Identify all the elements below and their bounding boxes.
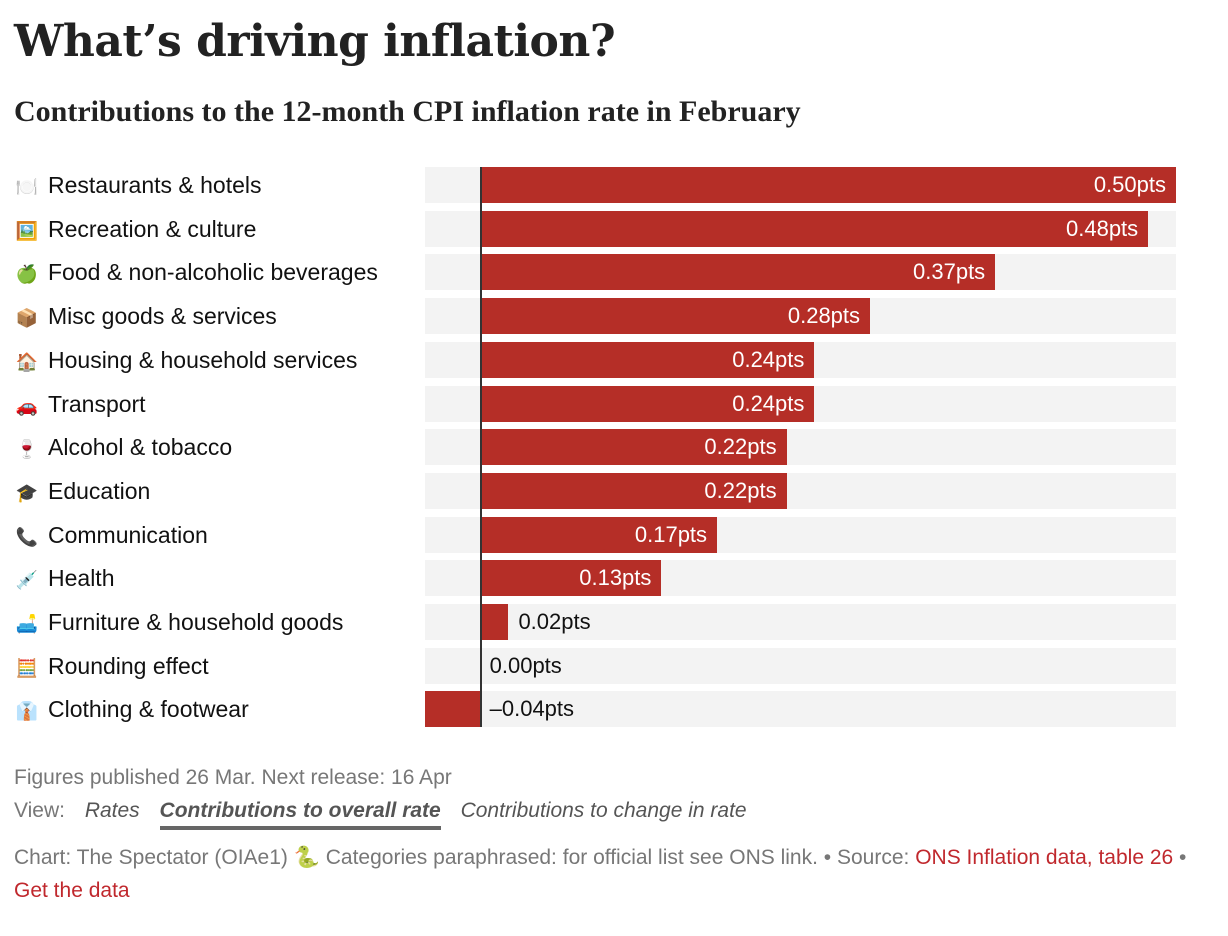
view-option-contributions-change[interactable]: Contributions to change in rate bbox=[460, 799, 747, 822]
bar[interactable] bbox=[480, 341, 815, 378]
zero-axis-line bbox=[479, 167, 482, 728]
categories-note: Categories paraphrased: for official lis… bbox=[325, 846, 832, 869]
category-name: Communication bbox=[48, 521, 208, 548]
get-data-link[interactable]: Get the data bbox=[14, 879, 130, 902]
car-icon: 🚗 bbox=[15, 395, 39, 416]
graduation-cap-icon: 🎓 bbox=[15, 482, 39, 503]
category-name: Food & non-alcoholic beverages bbox=[48, 259, 378, 286]
category-label: 💉 Health bbox=[14, 560, 115, 596]
bar[interactable] bbox=[480, 516, 718, 553]
abacus-icon: 🧮 bbox=[15, 657, 39, 678]
value-label: 0.28pts bbox=[787, 303, 861, 329]
source-link[interactable]: ONS Inflation data, table 26 bbox=[915, 846, 1174, 869]
shirt-tie-icon: 👔 bbox=[15, 701, 39, 722]
value-label: 0.13pts bbox=[579, 565, 652, 591]
category-name: Housing & household services bbox=[48, 346, 358, 373]
syringe-icon: 💉 bbox=[15, 570, 39, 591]
value-label: 0.37pts bbox=[913, 259, 986, 285]
green-apple-icon: 🍏 bbox=[15, 264, 39, 285]
bar[interactable] bbox=[480, 604, 509, 640]
category-name: Rounding effect bbox=[48, 652, 209, 679]
publication-note: Figures published 26 Mar. Next release: … bbox=[14, 766, 452, 789]
value-label: 0.22pts bbox=[704, 477, 777, 503]
value-label: 0.48pts bbox=[1066, 215, 1139, 241]
bar[interactable] bbox=[480, 254, 996, 291]
view-option-contributions-overall[interactable]: Contributions to overall rate bbox=[159, 799, 441, 830]
category-name: Transport bbox=[48, 390, 146, 417]
credit-text: Chart: The Spectator (OIAe1) bbox=[14, 846, 288, 869]
package-icon: 📦 bbox=[15, 308, 39, 329]
category-label: 📞 Communication bbox=[14, 517, 208, 553]
category-label: 🍽️ Restaurants & hotels bbox=[14, 167, 262, 203]
wine-glass-icon: 🍷 bbox=[15, 439, 39, 460]
category-name: Education bbox=[48, 477, 151, 504]
bar[interactable] bbox=[480, 429, 787, 466]
category-name: Alcohol & tobacco bbox=[48, 434, 233, 461]
chart-subtitle: Contributions to the 12-month CPI inflat… bbox=[14, 95, 801, 128]
category-label: 🎓 Education bbox=[14, 473, 151, 509]
category-label: 🧮 Rounding effect bbox=[14, 648, 209, 684]
chart-credits: Chart: The Spectator (OIAe1) 🐍 Categorie… bbox=[14, 841, 1194, 907]
category-label: 🍷 Alcohol & tobacco bbox=[14, 429, 232, 465]
value-label: 0.24pts bbox=[732, 390, 805, 416]
category-label: 👔 Clothing & footwear bbox=[14, 691, 249, 727]
bar-track bbox=[425, 691, 1176, 728]
bar[interactable] bbox=[480, 298, 871, 335]
view-switcher: View: Rates Contributions to overall rat… bbox=[14, 799, 747, 830]
house-icon: 🏠 bbox=[15, 351, 39, 372]
value-label: 0.22pts bbox=[704, 434, 777, 460]
value-label: 0.02pts bbox=[518, 609, 591, 634]
value-label: 0.00pts bbox=[489, 652, 562, 678]
value-label: –0.04pts bbox=[489, 696, 575, 722]
category-name: Clothing & footwear bbox=[48, 696, 249, 723]
snake-icon: 🐍 bbox=[293, 846, 320, 869]
value-label: 0.17pts bbox=[634, 521, 708, 547]
framed-picture-icon: 🖼️ bbox=[15, 220, 39, 241]
bar-track bbox=[425, 647, 1176, 684]
bar-track bbox=[425, 604, 1176, 640]
bar[interactable] bbox=[480, 210, 1149, 247]
category-name: Misc goods & services bbox=[48, 303, 277, 330]
category-label: 🖼️ Recreation & culture bbox=[14, 211, 257, 247]
bar[interactable] bbox=[480, 560, 662, 597]
category-label: 🛋️ Furniture & household goods bbox=[14, 604, 344, 640]
bar[interactable] bbox=[480, 385, 815, 422]
category-label: 🚗 Transport bbox=[14, 386, 146, 422]
telephone-icon: 📞 bbox=[15, 526, 39, 547]
value-label: 0.24pts bbox=[732, 346, 805, 372]
category-label: 🍏 Food & non-alcoholic beverages bbox=[14, 254, 378, 290]
category-name: Restaurants & hotels bbox=[48, 172, 262, 198]
couch-lamp-icon: 🛋️ bbox=[15, 614, 39, 634]
category-name: Recreation & culture bbox=[48, 215, 257, 242]
view-label: View: bbox=[14, 799, 65, 822]
view-option-rates[interactable]: Rates bbox=[84, 799, 140, 822]
bar[interactable] bbox=[425, 691, 481, 728]
chart-title: What’s driving inflation? bbox=[14, 16, 616, 67]
category-name: Furniture & household goods bbox=[48, 609, 344, 635]
separator: • bbox=[1179, 846, 1187, 869]
bar[interactable] bbox=[480, 472, 787, 509]
fork-knife-plate-icon: 🍽️ bbox=[15, 177, 39, 197]
category-label: 📦 Misc goods & services bbox=[14, 298, 277, 334]
value-label: 0.50pts bbox=[1093, 172, 1166, 197]
bar[interactable] bbox=[480, 167, 1176, 203]
source-label: Source: bbox=[836, 846, 910, 869]
category-label: 🏠 Housing & household services bbox=[14, 342, 358, 378]
category-name: Health bbox=[48, 565, 115, 592]
